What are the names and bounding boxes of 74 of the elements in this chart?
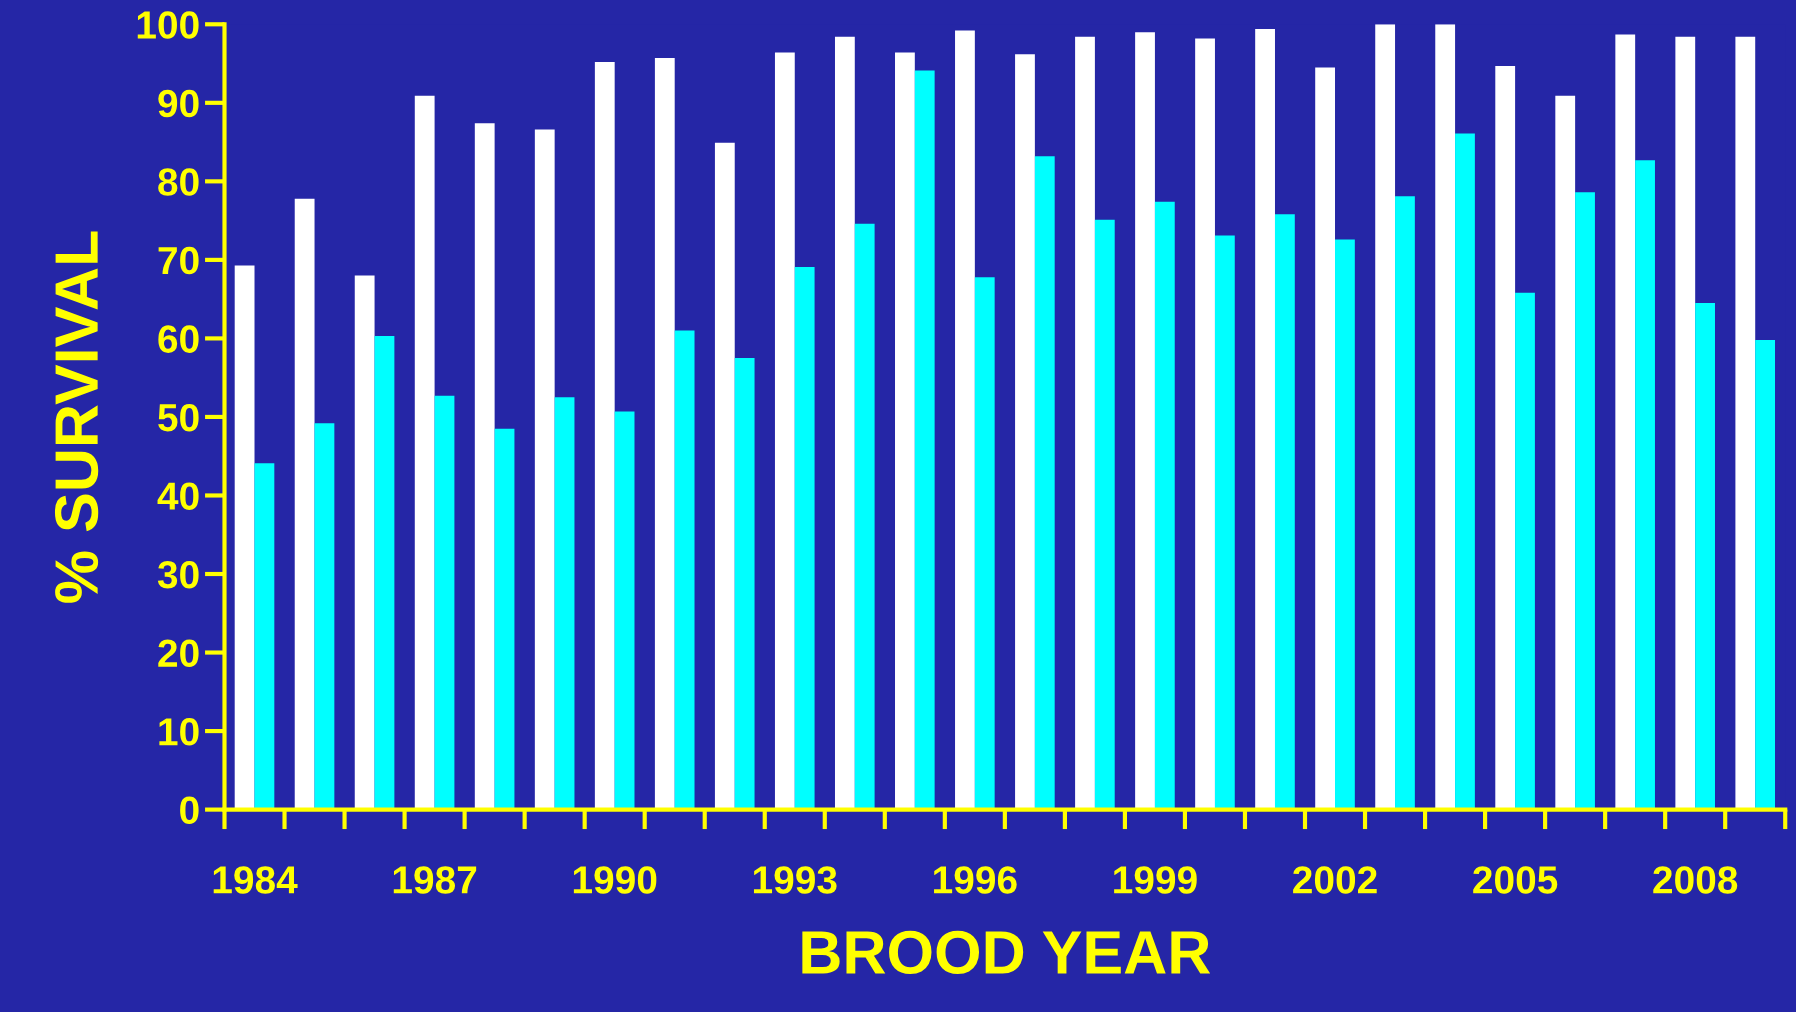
x-tick-label: 1987 — [393, 866, 477, 894]
bar — [1615, 34, 1636, 810]
bar — [474, 123, 495, 810]
bar — [1214, 235, 1235, 810]
bar — [834, 36, 855, 810]
bar — [955, 30, 975, 810]
bar — [1034, 156, 1055, 810]
bar — [1435, 24, 1456, 810]
bar — [1154, 201, 1175, 810]
y-tick-label: 10 — [159, 718, 199, 746]
y-tick-label: 40 — [157, 482, 199, 510]
bar — [234, 265, 255, 810]
bar — [1735, 36, 1756, 810]
y-tick-label: 80 — [158, 168, 199, 196]
bar — [974, 277, 995, 810]
y-tick-label: 70 — [158, 246, 199, 275]
x-tick-label: 1999 — [1114, 866, 1197, 894]
x-tick-label: 2002 — [1293, 866, 1377, 894]
bar — [1555, 95, 1576, 810]
bar — [1315, 67, 1336, 810]
y-tick-label: 50 — [158, 403, 199, 432]
bar — [654, 58, 675, 810]
bar — [1755, 339, 1776, 810]
y-tick-label: 100 — [137, 11, 199, 39]
bar — [1575, 192, 1595, 810]
bar — [914, 70, 935, 810]
bar — [1335, 239, 1355, 810]
bar — [1515, 292, 1535, 810]
bar — [614, 411, 635, 810]
y-tick-label: 90 — [158, 89, 199, 118]
bar — [434, 395, 455, 810]
bar — [554, 397, 575, 810]
bar — [314, 423, 335, 810]
y-tick-label: 30 — [157, 560, 199, 589]
x-tick-label: 1993 — [753, 866, 837, 894]
bar — [1075, 36, 1095, 810]
bar — [1495, 65, 1516, 810]
bar — [1635, 160, 1655, 810]
bar — [734, 358, 755, 810]
x-axis-title: BROOD YEAR — [802, 930, 1211, 975]
bar — [414, 95, 435, 810]
x-tick-label: 1996 — [934, 866, 1017, 894]
bar — [854, 223, 875, 810]
bar — [1455, 133, 1475, 810]
x-tick-label: 1984 — [213, 866, 298, 894]
bar — [1675, 36, 1696, 810]
x-tick-label: 1990 — [573, 866, 657, 894]
bar — [774, 52, 795, 810]
bar — [354, 275, 375, 810]
bar — [374, 336, 395, 810]
bar — [895, 52, 915, 810]
bar — [1395, 196, 1415, 810]
bar — [714, 142, 735, 810]
bar — [674, 330, 695, 810]
y-axis-title: % SURVIVAL — [54, 231, 99, 603]
x-tick-label: 2008 — [1653, 866, 1738, 894]
bar — [1135, 32, 1155, 810]
bar — [1375, 24, 1396, 810]
y-tick-label: 60 — [158, 325, 199, 353]
y-tick-label: 0 — [180, 796, 199, 825]
bar — [794, 266, 815, 810]
bar — [494, 428, 515, 810]
bar — [1195, 38, 1215, 810]
y-tick-label: 20 — [158, 639, 199, 668]
bar — [1255, 29, 1275, 810]
bar — [534, 129, 555, 810]
bar — [1015, 54, 1035, 810]
x-tick-label: 2005 — [1473, 866, 1558, 894]
bar — [1695, 303, 1715, 810]
bar — [594, 61, 615, 810]
bar — [254, 463, 275, 810]
bar — [1094, 219, 1115, 810]
bar — [1274, 214, 1295, 810]
bar — [294, 198, 315, 810]
